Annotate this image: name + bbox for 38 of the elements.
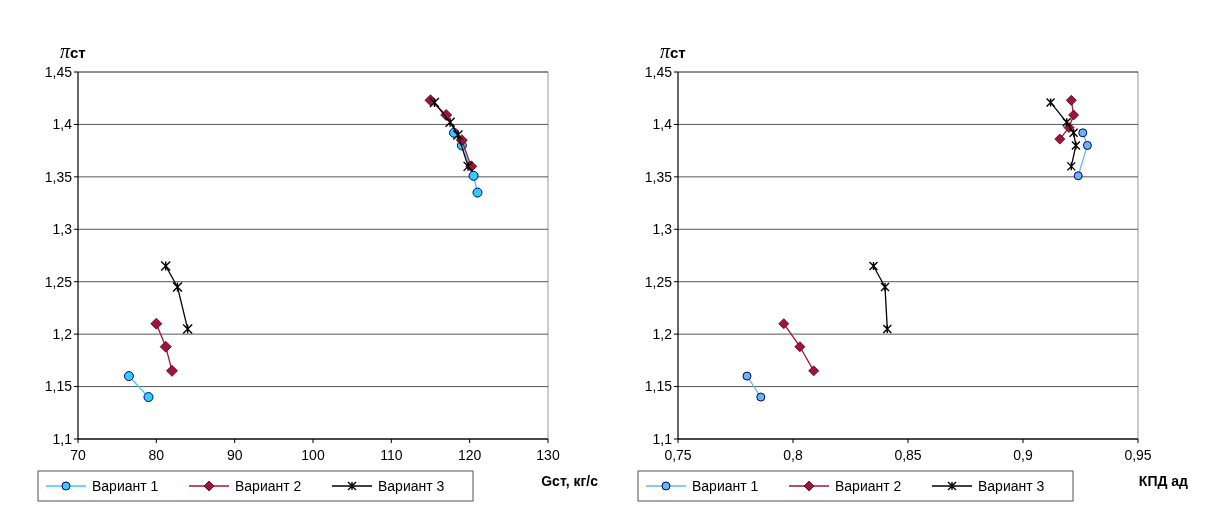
y-tick-label: 1,15 <box>644 378 673 395</box>
y-tick-label: 1,1 <box>652 430 673 447</box>
y-tick-label: 1,25 <box>644 273 673 290</box>
x-tick-label: 110 <box>380 447 403 463</box>
x-tick-label: 80 <box>148 447 165 463</box>
y-tick-label: 1,1 <box>52 430 73 447</box>
x-tick-label: 0,95 <box>1124 447 1152 463</box>
x-tick-label: 70 <box>70 447 86 463</box>
y-tick-label: 1,4 <box>52 116 73 133</box>
y-tick-label: 1,35 <box>44 168 73 185</box>
y-tick-label: 1,3 <box>52 221 73 238</box>
legend-label: Вариант 2 <box>235 477 302 494</box>
y-tick-label: 1,2 <box>652 326 673 343</box>
y-tick-label: 1,45 <box>644 63 673 80</box>
legend-label: Вариант 3 <box>378 477 445 494</box>
legend-label: Вариант 3 <box>978 477 1045 494</box>
x-tick-label: 120 <box>457 447 482 463</box>
legend-label: Вариант 1 <box>692 477 759 494</box>
x-tick-label: 0,9 <box>1013 447 1033 463</box>
x-tick-label: 90 <box>226 447 243 463</box>
y-tick-label: 1,4 <box>652 116 673 133</box>
y-tick-label: 1,15 <box>44 378 73 395</box>
y-axis-title: πст <box>660 40 686 62</box>
legend-label: Вариант 1 <box>92 477 159 494</box>
x-axis-title: Gст, кг/с <box>541 473 599 489</box>
x-tick-label: 100 <box>301 447 325 463</box>
x-tick-label: 130 <box>536 447 560 463</box>
x-tick-label: 0,8 <box>783 447 803 463</box>
x-tick-label: 0,75 <box>664 447 692 463</box>
y-axis-title: πст <box>60 40 86 62</box>
y-tick-label: 1,35 <box>644 168 673 185</box>
legend-label: Вариант 2 <box>835 477 902 494</box>
y-tick-label: 1,2 <box>52 326 73 343</box>
x-tick-label: 0,85 <box>894 447 922 463</box>
y-tick-label: 1,3 <box>652 221 673 238</box>
y-tick-label: 1,45 <box>44 63 73 80</box>
x-axis-title: КПД ад <box>1138 473 1189 489</box>
y-tick-label: 1,25 <box>44 273 73 290</box>
